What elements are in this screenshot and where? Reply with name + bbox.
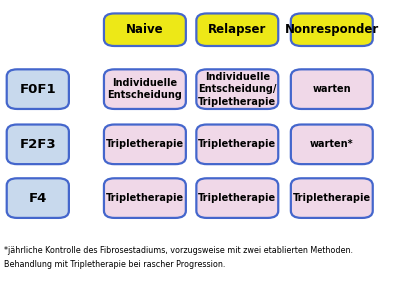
FancyBboxPatch shape xyxy=(104,69,186,109)
FancyBboxPatch shape xyxy=(7,69,69,109)
Text: warten*: warten* xyxy=(310,139,354,149)
Text: Tripletherapie: Tripletherapie xyxy=(198,139,276,149)
Text: Individuelle
Entscheidung/
Tripletherapie: Individuelle Entscheidung/ Tripletherapi… xyxy=(198,72,276,106)
FancyBboxPatch shape xyxy=(104,125,186,164)
Text: *jährliche Kontrolle des Fibrosestadiums, vorzugsweise mit zwei etablierten Meth: *jährliche Kontrolle des Fibrosestadiums… xyxy=(4,246,353,255)
Text: F0F1: F0F1 xyxy=(19,83,56,96)
FancyBboxPatch shape xyxy=(7,178,69,218)
FancyBboxPatch shape xyxy=(104,178,186,218)
FancyBboxPatch shape xyxy=(104,13,186,46)
FancyBboxPatch shape xyxy=(196,69,278,109)
Text: Nonresponder: Nonresponder xyxy=(285,23,379,36)
Text: Tripletherapie: Tripletherapie xyxy=(198,193,276,203)
FancyBboxPatch shape xyxy=(7,125,69,164)
Text: Naive: Naive xyxy=(126,23,164,36)
Text: Behandlung mit Tripletherapie bei rascher Progression.: Behandlung mit Tripletherapie bei rasche… xyxy=(4,260,226,269)
FancyBboxPatch shape xyxy=(196,125,278,164)
Text: Tripletherapie: Tripletherapie xyxy=(293,193,371,203)
FancyBboxPatch shape xyxy=(291,13,373,46)
Text: Tripletherapie: Tripletherapie xyxy=(106,193,184,203)
Text: F2F3: F2F3 xyxy=(19,138,56,151)
FancyBboxPatch shape xyxy=(291,69,373,109)
Text: Individuelle
Entscheidung: Individuelle Entscheidung xyxy=(108,78,182,100)
Text: F4: F4 xyxy=(29,192,47,205)
Text: warten: warten xyxy=(312,84,351,94)
FancyBboxPatch shape xyxy=(196,13,278,46)
FancyBboxPatch shape xyxy=(291,125,373,164)
FancyBboxPatch shape xyxy=(291,178,373,218)
FancyBboxPatch shape xyxy=(196,178,278,218)
Text: Relapser: Relapser xyxy=(208,23,266,36)
Text: Tripletherapie: Tripletherapie xyxy=(106,139,184,149)
